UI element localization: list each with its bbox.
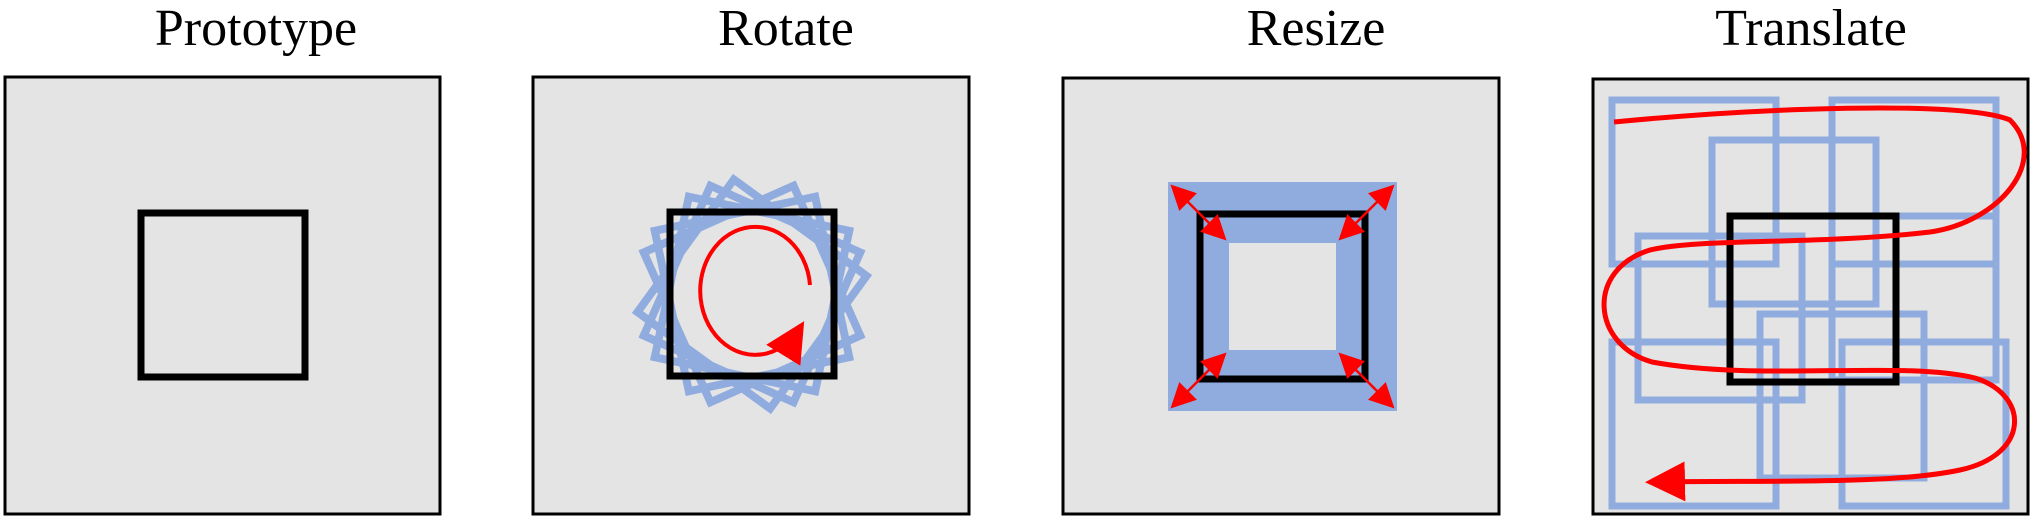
panel-translate <box>1591 77 2030 516</box>
translated-square-4 <box>1828 212 2000 384</box>
canvas-rotate <box>531 75 971 516</box>
prototype-square <box>137 209 309 381</box>
rotation-arrow <box>698 224 812 366</box>
resize-arrow-top-right <box>1338 184 1395 241</box>
translated-square-8 <box>1838 338 2010 510</box>
panel-prototype <box>3 75 442 516</box>
rotated-square-5 <box>638 180 866 408</box>
prototype-square-resize <box>1196 210 1369 383</box>
title-rotate: Rotate <box>718 0 854 57</box>
resize-arrows <box>1170 184 1395 409</box>
translation-path-arrow <box>1601 105 2027 502</box>
canvas-prototype <box>3 75 442 516</box>
resize-arrow-bottom-left <box>1170 352 1227 409</box>
canvas-translate <box>1591 77 2030 516</box>
rotated-square-3 <box>631 173 873 415</box>
translated-square-7 <box>1608 338 1780 510</box>
resize-arrow-top-left <box>1170 184 1227 241</box>
canvas-resize <box>1061 76 1501 516</box>
prototype-square-translate <box>1726 212 1900 386</box>
translated-square-3 <box>1708 136 1880 308</box>
panel-resize <box>1061 76 1501 516</box>
panel-rotate <box>531 75 971 516</box>
translated-square-1 <box>1608 96 1780 268</box>
title-translate: Translate <box>1715 0 1907 57</box>
title-prototype: Prototype <box>154 0 358 57</box>
prototype-square-rotate <box>666 208 838 380</box>
title-resize: Resize <box>1246 0 1386 57</box>
translated-square-5 <box>1634 232 1806 404</box>
translated-squares <box>1608 96 2010 510</box>
translated-square-2 <box>1828 96 2000 268</box>
resize-arrow-bottom-right <box>1338 352 1395 409</box>
